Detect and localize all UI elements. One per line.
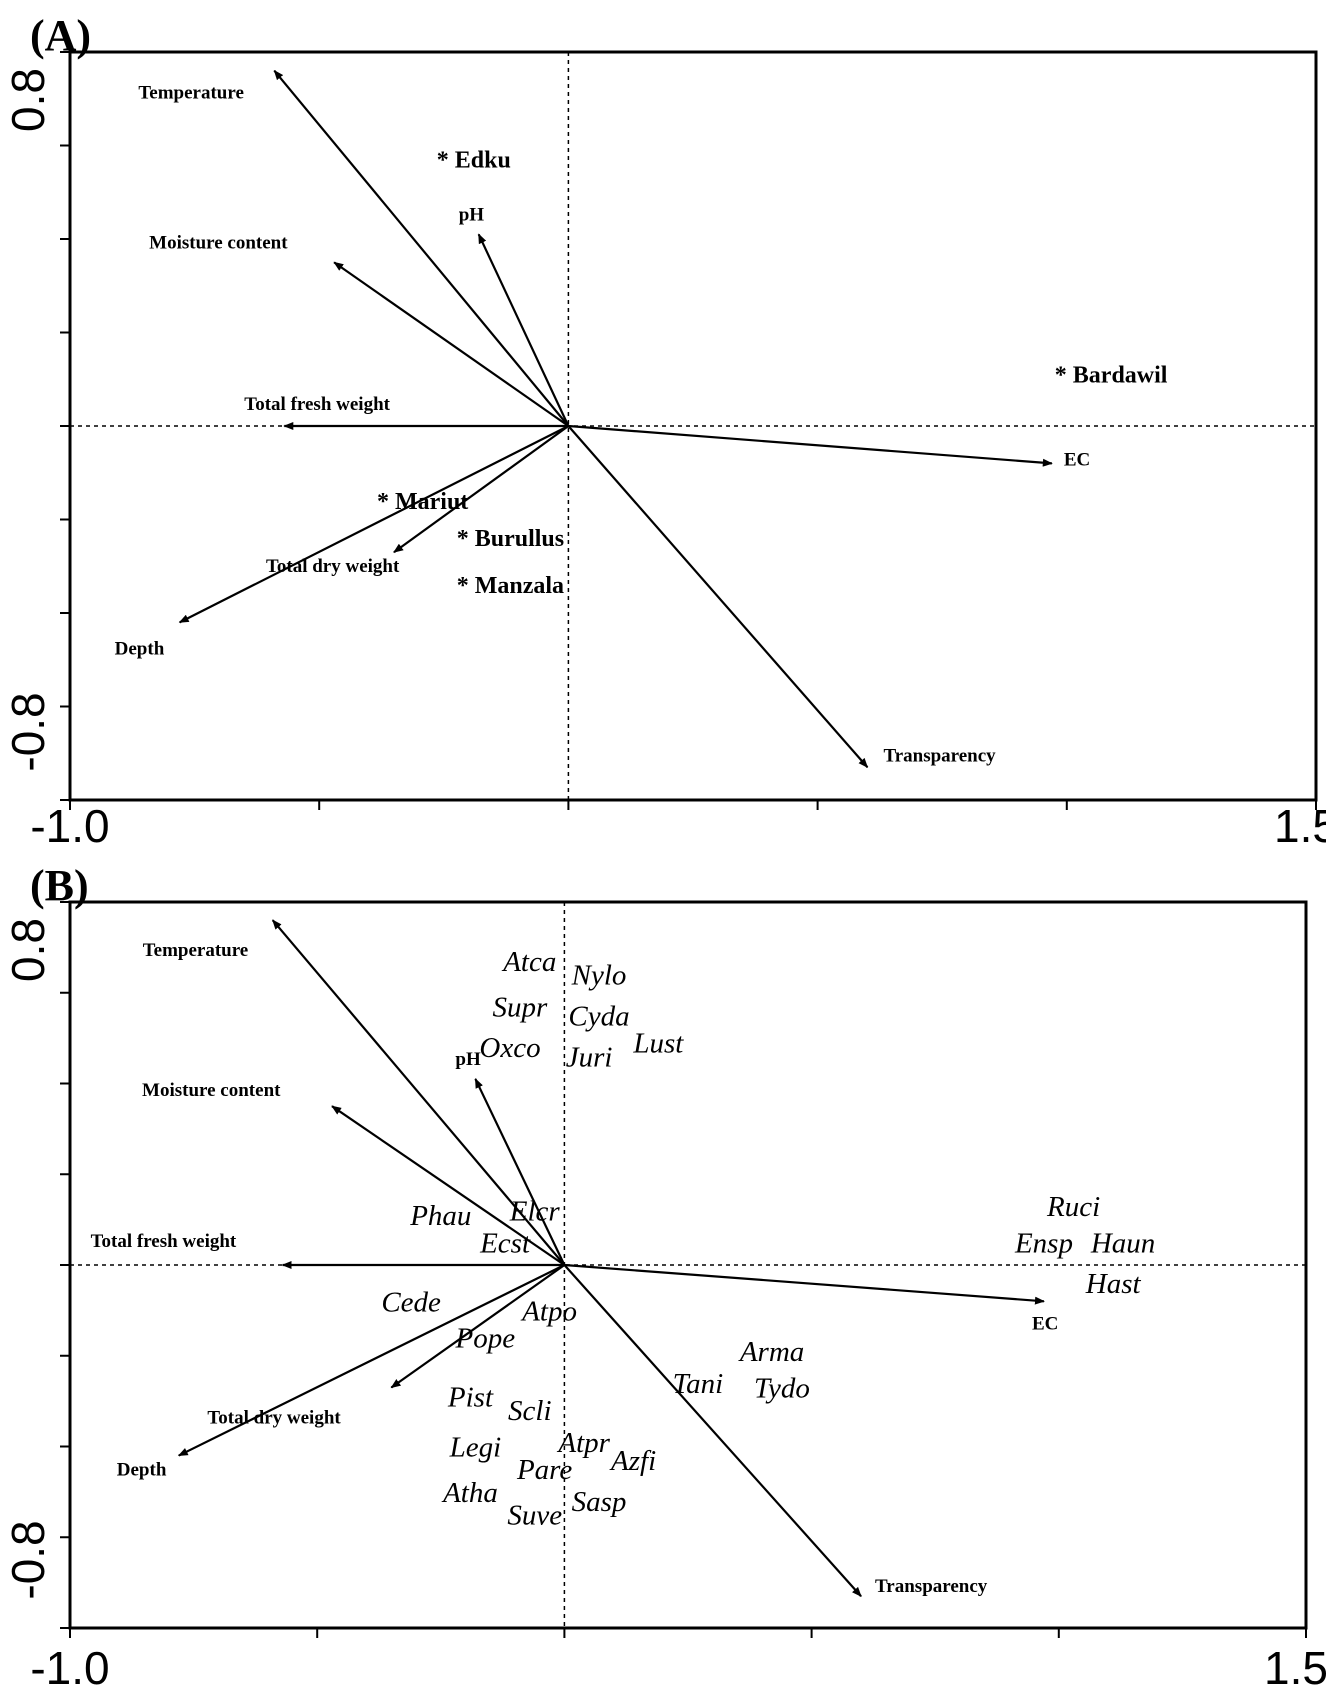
vector-label-moisture-content: Moisture content — [149, 232, 288, 253]
species-label-lust: Lust — [632, 1028, 684, 1060]
vector-depth — [177, 1264, 565, 1457]
y-tick-label-max: 0.8 — [2, 918, 54, 982]
species-label-pare: Pare — [516, 1454, 572, 1486]
site-point-edku: * Edku — [437, 148, 511, 174]
vector-ec — [564, 1263, 1045, 1305]
species-label-azfi: Azfi — [609, 1445, 656, 1477]
species-label-sasp: Sasp — [572, 1486, 627, 1518]
species-label-tydo: Tydo — [754, 1373, 810, 1405]
species-label-supr: Supr — [493, 991, 549, 1023]
species-label-arma: Arma — [738, 1336, 804, 1368]
panel-label: (A) — [30, 11, 91, 60]
species-label-oxco: Oxco — [479, 1032, 540, 1064]
vector-label-total-fresh-weight: Total fresh weight — [91, 1231, 237, 1252]
species-label-cyda: Cyda — [568, 1000, 629, 1032]
species-label-pist: Pist — [447, 1382, 494, 1414]
species-label-hast: Hast — [1085, 1268, 1142, 1300]
vector-ph — [477, 233, 570, 427]
vector-transparency — [567, 425, 869, 769]
vector-label-total-dry-weight: Total dry weight — [266, 556, 400, 577]
vector-temperature — [271, 919, 566, 1266]
x-tick-label-min: -1.0 — [30, 800, 109, 852]
vector-label-ec: EC — [1064, 449, 1090, 470]
vector-label-total-dry-weight: Total dry weight — [207, 1408, 341, 1429]
vector-ec — [568, 424, 1053, 467]
species-label-atha: Atha — [441, 1477, 498, 1509]
vector-temperature — [273, 69, 570, 427]
species-label-atpr: Atpr — [556, 1427, 610, 1459]
species-label-haun: Haun — [1090, 1227, 1155, 1259]
site-point-manzala: * Manzala — [457, 573, 564, 599]
vector-ph — [474, 1078, 566, 1266]
species-label-suve: Suve — [507, 1500, 562, 1532]
species-label-elcr: Elcr — [509, 1196, 561, 1228]
vector-moisture-content — [331, 1105, 566, 1266]
vector-label-depth: Depth — [115, 638, 165, 659]
x-tick-label-min: -1.0 — [30, 1642, 109, 1686]
vector-total-dry-weight — [393, 425, 570, 554]
species-label-cede: Cede — [381, 1286, 441, 1318]
vector-label-transparency: Transparency — [883, 745, 996, 766]
vector-moisture-content — [333, 261, 570, 427]
species-label-juri: Juri — [566, 1041, 613, 1073]
vector-label-depth: Depth — [117, 1460, 167, 1481]
vector-transparency — [563, 1264, 862, 1597]
vector-label-moisture-content: Moisture content — [142, 1080, 281, 1101]
y-tick-label-min: -0.8 — [2, 1520, 54, 1599]
species-label-nylo: Nylo — [571, 960, 627, 992]
y-tick-label-max: 0.8 — [2, 68, 54, 132]
species-label-ruci: Ruci — [1046, 1191, 1100, 1223]
panel-b: -1.0 1.5 0.8 -0.8 (B) Temperature Moisture con… — [2, 861, 1326, 1686]
y-tick-label-min: -0.8 — [2, 692, 54, 771]
panel-a: -1.0 1.5 0.8 -0.8 (A) Temperature Moisture con… — [2, 11, 1326, 852]
species-label-tani: Tani — [673, 1368, 724, 1400]
vector-label-temperature: Temperature — [138, 83, 244, 104]
species-label-legi: Legi — [449, 1432, 502, 1464]
species-label-atpo: Atpo — [520, 1295, 577, 1327]
x-tick-label-max: 1.5 — [1274, 800, 1326, 852]
vector-label-ec: EC — [1032, 1313, 1058, 1334]
species-label-scli: Scli — [508, 1395, 552, 1427]
vector-total-dry-weight — [390, 1264, 566, 1389]
site-point-burullus: * Burullus — [457, 526, 564, 552]
vector-depth — [178, 425, 569, 624]
site-point-mariut: * Mariut — [377, 489, 468, 515]
species-label-atca: Atca — [501, 946, 556, 978]
species-label-ecst: Ecst — [479, 1227, 531, 1259]
x-tick-label-max: 1.5 — [1264, 1642, 1326, 1686]
panel-label: (B) — [30, 861, 89, 910]
vector-label-transparency: Transparency — [875, 1576, 988, 1597]
vector-label-ph: pH — [455, 1049, 481, 1070]
species-label-phau: Phau — [409, 1200, 471, 1232]
vector-label-total-fresh-weight: Total fresh weight — [244, 394, 390, 415]
species-label-pope: Pope — [454, 1323, 515, 1355]
vector-label-temperature: Temperature — [143, 940, 249, 961]
species-label-ensp: Ensp — [1014, 1227, 1073, 1259]
vector-label-ph: pH — [459, 204, 485, 225]
site-point-bardawil: * Bardawil — [1055, 363, 1168, 389]
